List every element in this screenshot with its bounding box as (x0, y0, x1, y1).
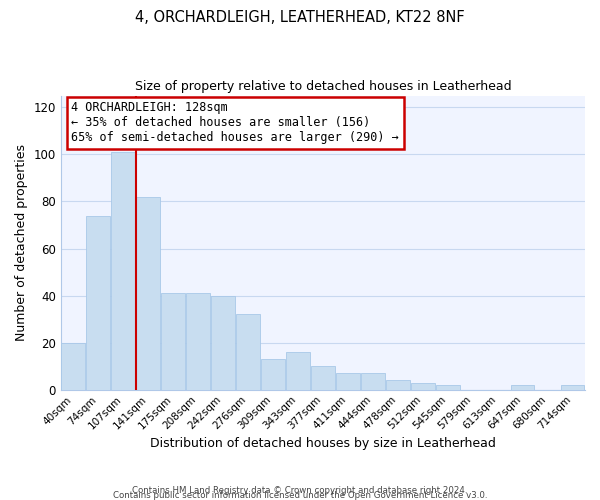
Bar (560, 385, 584, 390)
Text: Contains HM Land Registry data © Crown copyright and database right 2024.: Contains HM Land Registry data © Crown c… (132, 486, 468, 495)
Title: Size of property relative to detached houses in Leatherhead: Size of property relative to detached ho… (134, 80, 511, 93)
Bar (161, 293, 185, 390)
Bar (286, 352, 310, 390)
Bar (261, 359, 285, 390)
Bar (411, 382, 434, 390)
Bar (61, 342, 85, 390)
Bar (436, 385, 460, 390)
Bar (86, 216, 110, 390)
Bar (511, 385, 535, 390)
Bar (186, 293, 210, 390)
X-axis label: Distribution of detached houses by size in Leatherhead: Distribution of detached houses by size … (150, 437, 496, 450)
Bar (211, 296, 235, 390)
Bar (386, 380, 410, 390)
Bar (136, 196, 160, 390)
Y-axis label: Number of detached properties: Number of detached properties (15, 144, 28, 341)
Bar (236, 314, 260, 390)
Text: 4, ORCHARDLEIGH, LEATHERHEAD, KT22 8NF: 4, ORCHARDLEIGH, LEATHERHEAD, KT22 8NF (135, 10, 465, 25)
Bar (311, 366, 335, 390)
Text: Contains public sector information licensed under the Open Government Licence v3: Contains public sector information licen… (113, 491, 487, 500)
Bar (336, 374, 360, 390)
Bar (361, 374, 385, 390)
Text: 4 ORCHARDLEIGH: 128sqm
← 35% of detached houses are smaller (156)
65% of semi-de: 4 ORCHARDLEIGH: 128sqm ← 35% of detached… (71, 102, 399, 144)
Bar (112, 152, 135, 390)
